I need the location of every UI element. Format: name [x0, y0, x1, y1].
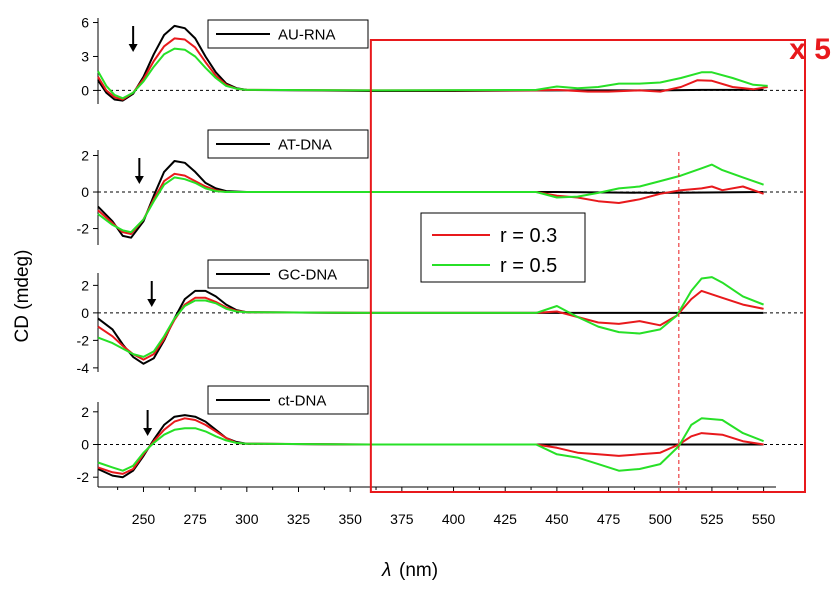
- panel-ct-dna: -2 0 2 ct-DNA: [77, 385, 806, 487]
- series-line-green: [97, 276, 764, 358]
- magnification-label: x 5: [789, 33, 831, 66]
- x-tick-label: 525: [700, 511, 724, 527]
- panel-legend-label: GC-DNA: [278, 267, 337, 284]
- arrow-down-icon: [128, 44, 138, 52]
- arrow-down-icon: [143, 428, 153, 436]
- y-tick-label: 2: [81, 277, 89, 293]
- x-tick-label: 375: [390, 511, 414, 527]
- y-axis-label: CD (mdeg): [12, 250, 33, 343]
- panel-gc-dna: -4 -2 0 2 GC-DNA: [77, 259, 806, 376]
- series-line-red: [97, 417, 764, 475]
- x-tick-label: 275: [183, 511, 207, 527]
- magnified-region-box: [369, 39, 806, 493]
- y-tick-label: 2: [81, 147, 89, 163]
- x-tick-label: 425: [494, 511, 518, 527]
- panel-au-rna: 0 3 6 AU-RNA: [81, 15, 806, 104]
- legend: r = 0.3 r = 0.5: [420, 212, 586, 283]
- panel-legend-label: ct-DNA: [278, 393, 326, 410]
- x-axis-label-symbol: λ: [381, 560, 391, 581]
- x-tick-label: 550: [752, 511, 776, 527]
- x-tick-label: 300: [235, 511, 259, 527]
- series-line-green: [97, 47, 768, 100]
- chart-panels: 0 3 6 AU-RNA -2 0 2 AT-DNA -4 -2 0 2 GC-DNA -2 0 2 ct-DN…: [77, 15, 806, 487]
- x-tick-label: 350: [339, 511, 363, 527]
- x-tick-label: 500: [649, 511, 673, 527]
- x-axis-label: λ (nm): [381, 560, 438, 581]
- x-axis-label-unit: (nm): [399, 560, 438, 581]
- y-tick-label: 3: [81, 48, 89, 64]
- y-tick-label: 0: [81, 437, 89, 453]
- x-tick-label: 250: [132, 511, 156, 527]
- x-axis: 250 275 300 325 350 375 400 425 450 475 500 525 550: [98, 486, 776, 527]
- x-tick-label: 450: [545, 511, 569, 527]
- x-tick-label: 325: [287, 511, 311, 527]
- legend-box: [420, 212, 586, 283]
- x-tick-label: 475: [597, 511, 621, 527]
- y-tick-label: 0: [81, 305, 89, 321]
- y-tick-label: 0: [81, 184, 89, 200]
- arrow-down-icon: [147, 299, 157, 307]
- panel-legend-label: AU-RNA: [278, 27, 336, 44]
- y-tick-label: -2: [77, 469, 90, 485]
- panel-legend-label: AT-DNA: [278, 137, 332, 154]
- y-tick-label: 2: [81, 404, 89, 420]
- x-tick-label: 400: [442, 511, 466, 527]
- legend-label-r05: r = 0.5: [500, 255, 557, 277]
- y-tick-label: -4: [77, 360, 90, 376]
- series-line-black: [97, 414, 764, 479]
- y-tick-label: -2: [77, 221, 90, 237]
- series-line-green: [97, 417, 764, 472]
- y-tick-label: 0: [81, 82, 89, 98]
- y-tick-label: 6: [81, 15, 89, 31]
- legend-label-r03: r = 0.3: [500, 225, 557, 247]
- y-tick-label: -2: [77, 332, 90, 348]
- arrow-down-icon: [134, 176, 144, 184]
